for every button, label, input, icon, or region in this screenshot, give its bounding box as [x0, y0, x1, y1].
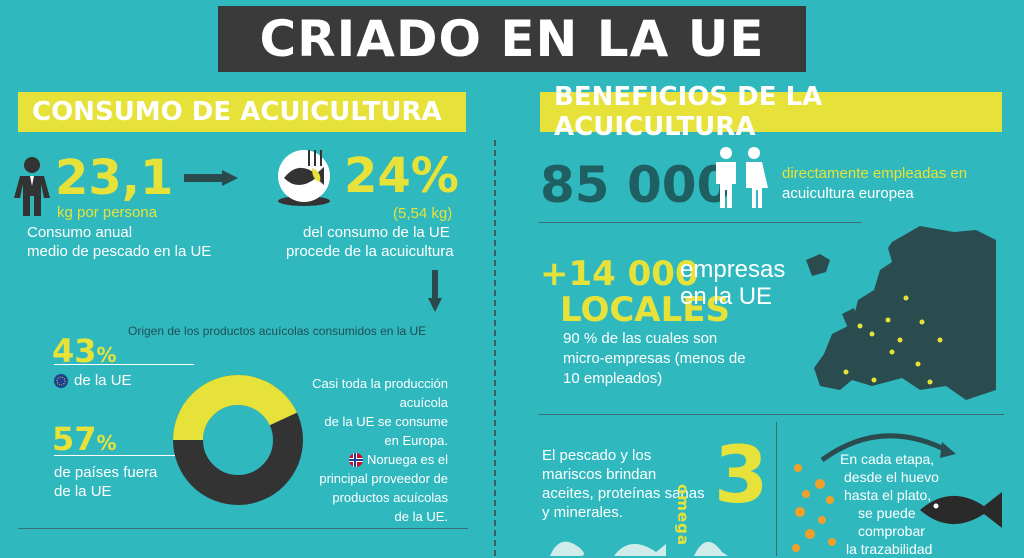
note-line-2: de la UE se consume [324, 414, 448, 429]
non-eu-pct-sign: % [96, 431, 117, 455]
right-bottom-divider-v [776, 422, 777, 556]
arrow-down-icon [428, 270, 442, 312]
donut-eu-segment [173, 375, 303, 505]
person-icon [14, 157, 50, 216]
eu-pct-value: 43 [52, 332, 97, 370]
micro-line-2: micro-empresas (menos de [563, 350, 746, 367]
right-header-text: BENEFICIOS DE LA ACUICULTURA [554, 82, 823, 142]
consumption-unit: kg por persona [57, 204, 158, 221]
note-line-4: Noruega es el [367, 452, 448, 467]
main-title: CRIADO EN LA UE [218, 6, 806, 72]
consumption-desc-2: medio de pescado en la UE [27, 243, 212, 260]
trace-line-4: se puede [858, 505, 916, 521]
trace-line-1: En cada etapa, [840, 451, 935, 467]
non-eu-pct-value: 57 [52, 420, 97, 458]
share-desc-2: procede de la acuicultura [286, 243, 454, 260]
note-line-6: productos acuícolas [332, 490, 448, 505]
micro-line-1: 90 % de las cuales son [563, 330, 718, 347]
share-value: 24% [344, 148, 459, 204]
seafood-icons [550, 541, 728, 556]
eu-label: de la UE [74, 372, 132, 389]
non-eu-leader-line [54, 455, 178, 456]
fish-icon [920, 492, 1002, 528]
fish-eggs-icon [792, 464, 836, 552]
eu-flag-icon [54, 374, 68, 388]
cycle-arrow-icon [820, 433, 956, 463]
europe-map-icon [806, 226, 996, 400]
people-icon [716, 147, 768, 208]
companies-desc-2: en la UE [680, 283, 773, 310]
right-middle-divider [538, 414, 1004, 415]
companies-value: +14 000 [540, 254, 699, 294]
non-eu-percentage: 57% [52, 420, 117, 458]
non-eu-label-1: de países fuera [54, 464, 158, 481]
origin-title: Origen de los productos acuícolas consum… [128, 324, 427, 338]
non-eu-label-2: de la UE [54, 483, 112, 500]
health-line-2: mariscos brindan [542, 466, 657, 483]
trace-line-2: desde el huevo [844, 469, 939, 485]
norway-flag-icon [349, 452, 364, 467]
consumption-value: 23,1 [55, 150, 174, 206]
consumption-desc-1: Consumo anual [27, 224, 133, 241]
health-line-4: y minerales. [542, 504, 623, 521]
note-line-5: principal proveedor de [319, 471, 448, 486]
origin-donut-chart [173, 375, 303, 505]
share-desc-1: del consumo de la UE [303, 224, 450, 241]
companies-desc-1: empresas [680, 256, 786, 283]
note-line-4-row: Noruega es el [282, 450, 448, 469]
eu-pct-sign: % [96, 343, 117, 367]
note-line-7: de la UE. [394, 509, 448, 524]
center-divider [494, 140, 496, 556]
note-line-1: Casi toda la producción acuícola [312, 376, 448, 410]
arrow-right-icon [184, 170, 238, 186]
health-line-1: El pescado y los [542, 447, 652, 464]
micro-line-3: 10 empleados) [563, 370, 663, 387]
fish-plate-icon [278, 150, 330, 206]
left-section-header: CONSUMO DE ACUICULTURA [18, 92, 466, 132]
main-title-text: CRIADO EN LA UE [259, 10, 765, 68]
left-header-text: CONSUMO DE ACUICULTURA [32, 97, 442, 127]
trace-text: En cada etapa, desde el huevo hasta el p… [840, 450, 939, 558]
health-line-3: aceites, proteínas sanas [542, 485, 705, 502]
trace-line-5: comprobar [858, 523, 925, 539]
right-section-header: BENEFICIOS DE LA ACUICULTURA [540, 82, 1002, 142]
left-bottom-divider [18, 528, 468, 529]
eu-leader-line [54, 364, 194, 365]
eu-percentage: 43% [52, 332, 117, 370]
employed-desc-2: acuicultura europea [782, 185, 914, 202]
note-line-3: en Europa. [384, 433, 448, 448]
origin-note: Casi toda la producción acuícola de la U… [282, 374, 448, 526]
omega-number: 3 [714, 431, 769, 521]
share-sub: (5,54 kg) [393, 205, 453, 222]
right-top-divider [538, 222, 862, 223]
employed-value: 85 000 [540, 156, 732, 214]
trace-line-6: la trazabilidad [846, 541, 933, 557]
companies-label: LOCALES [560, 290, 730, 330]
employed-desc-1: directamente empleadas en [782, 165, 968, 182]
trace-line-3: hasta el plato, [844, 487, 932, 503]
